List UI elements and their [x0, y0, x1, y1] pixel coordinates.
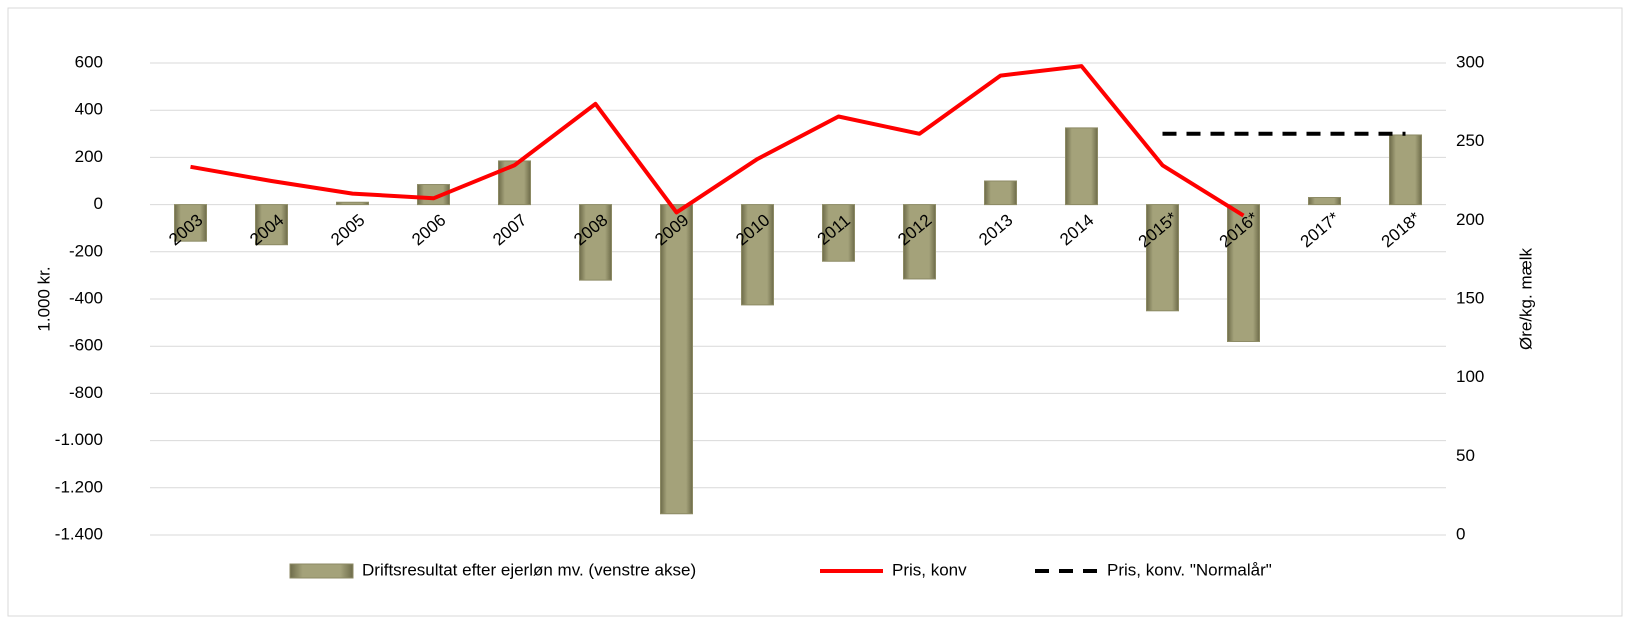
y2-tick-label: 200 — [1456, 210, 1484, 229]
chart-border — [7, 7, 1623, 617]
bar — [1227, 204, 1260, 342]
y2-tick-label: 100 — [1456, 367, 1484, 386]
y-tick-label: 200 — [75, 147, 103, 166]
line — [190, 64, 1245, 218]
y-tick-label: -1.000 — [55, 430, 103, 449]
bar — [498, 160, 531, 206]
legend-label: Pris, konv. "Normalår" — [1107, 560, 1272, 579]
y-axis-label: 1.000 kr. — [34, 266, 53, 331]
bar — [660, 204, 693, 515]
y2-tick-label: 0 — [1456, 524, 1465, 543]
y-tick-label: 0 — [94, 194, 103, 213]
bar — [336, 201, 369, 206]
legend-label: Pris, konv — [892, 560, 967, 579]
y-tick-label: -400 — [69, 288, 103, 307]
bar — [903, 204, 936, 280]
bar — [741, 204, 774, 306]
bar — [1389, 134, 1422, 206]
y-tick-label: -1.200 — [55, 477, 103, 496]
bar — [579, 204, 612, 281]
legend-swatch — [289, 563, 354, 579]
bar — [1146, 204, 1179, 312]
y-tick-label: -600 — [69, 336, 103, 355]
y-tick-label: -200 — [69, 241, 103, 260]
y2-tick-label: 150 — [1456, 288, 1484, 307]
y-tick-label: 400 — [75, 100, 103, 119]
y-tick-label: -800 — [69, 383, 103, 402]
bar — [984, 180, 1017, 206]
legend-label: Driftsresultat efter ejerløn mv. (venstr… — [362, 560, 696, 579]
y-tick-label: -1.400 — [55, 524, 103, 543]
bar — [1065, 127, 1098, 206]
bar — [255, 204, 288, 246]
y2-tick-label: 300 — [1456, 52, 1484, 71]
bar — [822, 204, 855, 262]
y2-tick-label: 250 — [1456, 131, 1484, 150]
bar — [174, 204, 207, 242]
y-tick-label: 600 — [75, 52, 103, 71]
y2-axis-label: Øre/kg. mælk — [1516, 247, 1535, 350]
y2-tick-label: 50 — [1456, 446, 1475, 465]
bar — [1308, 197, 1341, 206]
